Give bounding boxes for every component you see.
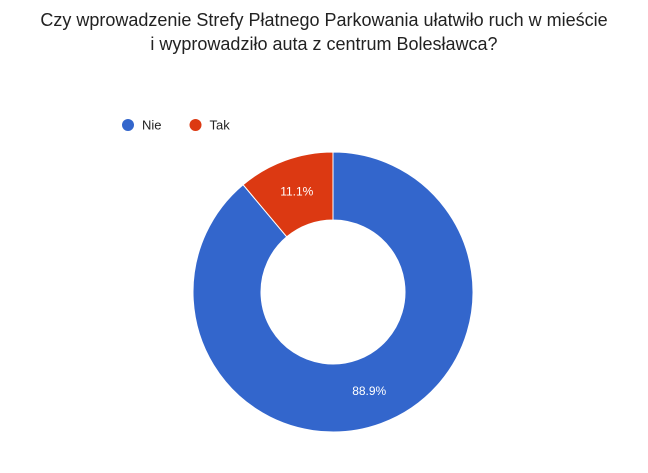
- legend-marker: [122, 119, 134, 131]
- legend-marker: [189, 119, 202, 131]
- slice: [242, 151, 334, 238]
- legend-label: Tak: [210, 117, 231, 132]
- legend-label: Nie: [142, 117, 162, 132]
- slice: [192, 151, 474, 433]
- data-label: 88.9%: [352, 384, 386, 398]
- chart-title: Czy wprowadzenie Strefy Płatnego Parkowa…: [40, 10, 608, 54]
- data-label: 11.1%: [280, 185, 313, 199]
